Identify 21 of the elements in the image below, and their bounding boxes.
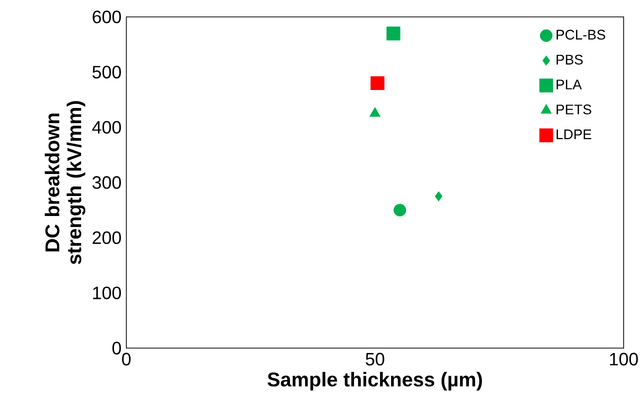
legend-label: PCL-BS [556, 30, 606, 40]
x-tick-label: 0 [122, 352, 131, 366]
legend-label: PLA [556, 80, 582, 90]
y-tick-label: 0 [112, 342, 121, 355]
x-axis-title: Sample thickness (µm) [268, 372, 482, 391]
y-tick-label: 300 [92, 176, 121, 189]
y-tick-label: 600 [92, 10, 121, 24]
legend-label: PETS [556, 104, 592, 115]
y-axis-title: DC breakdown strength (kV/mm) [44, 101, 86, 264]
y-tick-label: 200 [92, 232, 121, 244]
x-tick-label: 100 [610, 352, 638, 366]
legend-label: PBS [556, 54, 583, 65]
point [434, 192, 442, 202]
point [394, 204, 406, 216]
point [370, 76, 384, 90]
y-tick-label: 500 [92, 66, 121, 79]
y-tick-label: 100 [93, 286, 121, 300]
y-tick-label: 400 [92, 121, 121, 134]
legend-label: LDPE [556, 130, 592, 140]
point [386, 26, 400, 40]
x-tick-label: 50 [366, 352, 384, 366]
